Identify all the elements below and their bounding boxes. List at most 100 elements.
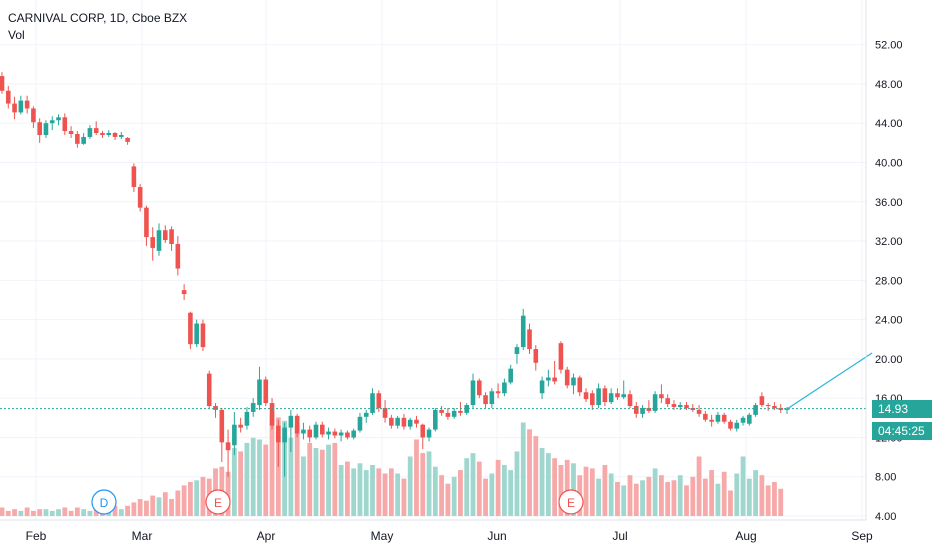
volume-bar: [12, 509, 17, 516]
volume-bar: [376, 468, 382, 516]
volume-bar: [37, 509, 43, 516]
candle-body: [703, 413, 708, 420]
candle-body: [238, 424, 243, 428]
volume-bar: [426, 451, 432, 516]
candle: [772, 402, 777, 410]
candle: [169, 226, 174, 251]
chart-legend: CARNIVAL CORP, 1D, Cboe BZX Vol: [8, 10, 187, 44]
candle: [590, 390, 595, 410]
candle-body: [759, 396, 765, 406]
candle: [564, 366, 570, 389]
candle: [106, 130, 112, 137]
candle: [282, 422, 287, 477]
volume-bar: [24, 507, 30, 516]
candle: [144, 205, 149, 246]
candle: [420, 423, 426, 450]
volume-bar: [451, 476, 457, 516]
candle-body: [740, 417, 746, 423]
volume-bar: [131, 502, 137, 516]
candle-body: [476, 380, 482, 396]
time-axis[interactable]: Feb Mar Apr May Jun Jul Aug Sep: [0, 519, 873, 543]
volume-bar: [690, 476, 696, 516]
volume-bar: [326, 444, 331, 516]
volume-bar: [759, 475, 765, 516]
volume-bar: [772, 482, 777, 516]
y-tick-label: 48.00: [875, 79, 903, 91]
candle: [345, 430, 350, 440]
volume-bar: [558, 465, 564, 516]
candle-body: [62, 117, 68, 132]
volume-bar: [552, 458, 558, 516]
candle: [715, 411, 721, 424]
volume-bar: [514, 451, 520, 516]
candle-body: [112, 133, 118, 137]
dividend-marker[interactable]: D: [91, 489, 117, 515]
candle-body: [646, 407, 652, 411]
candle: [62, 113, 68, 135]
candle: [206, 370, 212, 408]
candle-body: [615, 393, 620, 398]
candle-body: [721, 414, 727, 422]
earnings-marker-2[interactable]: E: [558, 489, 584, 515]
candle-body: [75, 134, 80, 144]
volume-bar: [301, 456, 306, 516]
candle-body: [495, 391, 501, 394]
candle: [175, 236, 181, 276]
candle-body: [715, 414, 721, 422]
candle-body: [709, 419, 714, 422]
candle: [696, 405, 702, 417]
candle-body: [244, 411, 250, 426]
candle: [319, 421, 325, 438]
volume-bar: [665, 482, 671, 516]
candle-body: [640, 407, 645, 414]
candle-body: [200, 323, 206, 348]
candle-body: [24, 100, 30, 109]
candle: [765, 403, 771, 411]
candle-body: [596, 388, 601, 406]
candle-body: [464, 405, 470, 413]
volume-bar: [162, 492, 168, 516]
candle-body: [483, 395, 488, 405]
candle: [232, 411, 237, 456]
candle: [301, 422, 306, 440]
candle: [401, 413, 407, 430]
volume-bar: [401, 478, 407, 516]
candle: [263, 376, 269, 407]
candle: [5, 85, 11, 109]
candle-body: [150, 237, 156, 248]
candle-body: [590, 393, 595, 406]
volume-bar: [458, 470, 463, 516]
candle-body: [345, 432, 350, 438]
candle-body: [351, 430, 356, 438]
candle-body: [633, 406, 639, 414]
candle-body: [426, 429, 432, 438]
volume-bar: [740, 456, 746, 516]
volume-bar: [696, 456, 702, 516]
candle: [100, 131, 105, 138]
candle-body: [119, 134, 124, 137]
volume-bar: [188, 482, 193, 516]
candle-body: [470, 380, 476, 406]
event-markers[interactable]: D E E: [91, 489, 584, 515]
candles: [0, 72, 790, 477]
x-tick-label: Jun: [487, 529, 506, 543]
earnings-marker-1[interactable]: E: [205, 489, 231, 515]
candle-body: [18, 100, 24, 113]
candle-body: [332, 431, 338, 436]
y-tick-label: 40.00: [875, 157, 903, 169]
candle: [433, 407, 438, 432]
candle-body: [131, 166, 137, 188]
candle-body: [671, 404, 677, 407]
price-axis[interactable]: 4.008.0012.0016.0020.0024.0028.0032.0036…: [865, 0, 903, 523]
volume-bar: [257, 439, 262, 516]
candle: [407, 417, 413, 430]
candle-body: [489, 391, 495, 405]
volume-bar: [338, 465, 344, 516]
volume-bars: [0, 414, 784, 516]
candle-body: [106, 133, 112, 135]
y-tick-label: 52.00: [875, 40, 903, 52]
volume-bar: [370, 465, 375, 516]
candle-body: [508, 368, 513, 383]
volume-bar: [156, 497, 162, 516]
